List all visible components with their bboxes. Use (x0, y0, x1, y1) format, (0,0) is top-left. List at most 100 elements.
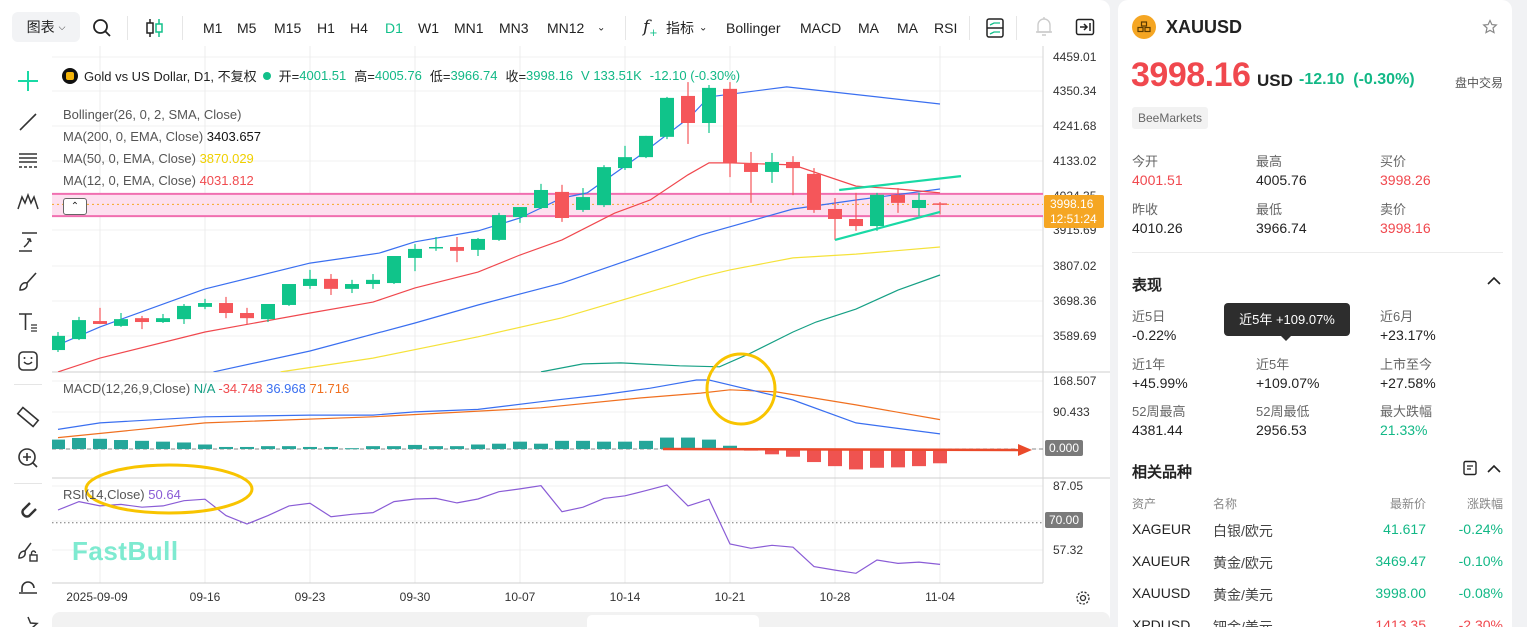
candle-body (492, 215, 506, 240)
related-row-xageur[interactable]: XAGEUR 白银/欧元 41.617 -0.24% (1132, 521, 1503, 541)
related-collapse-chevron-icon[interactable] (1486, 462, 1502, 480)
ruler-icon[interactable] (14, 403, 42, 431)
timeframe-m5[interactable]: M5 (237, 20, 257, 36)
text-tool-icon[interactable] (14, 308, 42, 336)
performance-value: +109.07% (1256, 375, 1320, 391)
price-chart[interactable] (0, 0, 1110, 627)
related-row-xauusd[interactable]: XAUUSD 黄金/美元 3998.00 -0.08% (1132, 585, 1503, 605)
macd-histogram-bar (177, 442, 191, 449)
collapse-legend-button[interactable]: ⌃ (63, 198, 87, 215)
candle-body (387, 256, 401, 284)
fibonacci-icon[interactable] (14, 228, 42, 256)
symbol-logo (1132, 15, 1156, 39)
timeframe-more-chevron-icon[interactable]: ⌄ (597, 22, 606, 34)
performance-collapse-chevron-icon[interactable] (1486, 274, 1502, 292)
time-tick-label: 09-23 (294, 590, 326, 604)
quote-cell: 买价 3998.26 (1380, 151, 1500, 188)
chart-menu-button[interactable]: 图表 ⌵ (12, 12, 80, 42)
chart-settings-gear-icon[interactable] (1075, 590, 1091, 611)
performance-value: +23.17% (1380, 327, 1436, 343)
layout-template-icon[interactable] (985, 17, 1005, 44)
timeframe-d1[interactable]: D1 (385, 20, 403, 36)
indicator-function-icon[interactable]: f+ (643, 16, 658, 40)
search-icon[interactable] (92, 18, 112, 38)
timeframe-h4[interactable]: H4 (350, 20, 368, 36)
pattern-icon[interactable] (14, 187, 42, 215)
open-value: 4001.51 (299, 68, 347, 83)
lock-drawings-icon[interactable] (14, 538, 42, 566)
trend-line-icon[interactable] (14, 108, 42, 136)
collapse-panel-icon[interactable] (1075, 17, 1095, 42)
related-row-xaueur[interactable]: XAUEUR 黄金/欧元 3469.47 -0.10% (1132, 553, 1503, 573)
bottom-tab-active[interactable] (587, 615, 759, 627)
timeframe-w1[interactable]: W1 (418, 20, 439, 36)
quote-cell: 卖价 3998.16 (1380, 199, 1500, 236)
indicator-shortcut-bollinger-0[interactable]: Bollinger (726, 20, 781, 36)
candle (52, 332, 65, 352)
favorite-star-icon[interactable] (1482, 19, 1498, 40)
divider (14, 384, 42, 385)
ma200-legend[interactable]: MA(200, 0, EMA, Close) 3403.657 (63, 129, 261, 144)
candle-body (156, 318, 170, 323)
timeframe-mn1[interactable]: MN1 (454, 20, 484, 36)
macd-histogram-bar (240, 446, 254, 449)
candle-body (702, 87, 716, 123)
macd-histogram-bar (114, 440, 128, 449)
macd-histogram-bar (72, 437, 86, 449)
candle-body (198, 303, 212, 307)
candle-body (240, 313, 254, 319)
alert-bell-icon[interactable] (1034, 16, 1054, 43)
candle-body (324, 278, 338, 289)
timeframe-m15[interactable]: M15 (274, 20, 302, 36)
candle-body (849, 218, 863, 227)
macd-histogram-bar (471, 444, 485, 449)
indicator-shortcut-rsi-4[interactable]: RSI (934, 20, 958, 36)
divider (625, 16, 626, 40)
timeframe-h1[interactable]: H1 (317, 20, 335, 36)
favorite-tools-star-icon[interactable] (14, 612, 42, 627)
macd-legend[interactable]: MACD(12,26,9,Close) N/A -34.748 36.968 7… (63, 381, 349, 396)
related-asset: XAGEUR (1132, 521, 1192, 537)
crosshair-icon[interactable] (14, 67, 42, 95)
performance-value: +45.99% (1132, 375, 1188, 391)
low-value: 3966.74 (450, 68, 498, 83)
indicator-shortcut-ma-2[interactable]: MA (858, 20, 879, 36)
emoji-sticker-icon[interactable] (14, 347, 42, 375)
indicators-chevron-icon: ⌄ (699, 22, 708, 34)
horizontal-lines-icon[interactable] (14, 147, 42, 175)
ma50-legend[interactable]: MA(50, 0, EMA, Close) 3870.029 (63, 151, 254, 166)
timeframe-mn12[interactable]: MN12 (547, 20, 585, 36)
rsi-legend[interactable]: RSI(14,Close) 50.64 (63, 487, 181, 502)
quote-cell: 昨收 4010.26 (1132, 199, 1252, 236)
quote-label: 今开 (1132, 154, 1159, 169)
macd-histogram-bar (849, 449, 863, 470)
magnet-icon[interactable] (14, 497, 42, 525)
time-tick-label: 11-04 (925, 590, 955, 604)
unlock-icon[interactable] (14, 578, 42, 606)
header-price: 最新价 (1389, 497, 1426, 511)
brush-icon[interactable] (14, 268, 42, 296)
timeframe-m1[interactable]: M1 (203, 20, 223, 36)
indicator-shortcut-macd-1[interactable]: MACD (800, 20, 842, 36)
related-row-xpdusd[interactable]: XPDUSD 钯金/美元 1413.35 -2.30% (1132, 617, 1503, 627)
candle (618, 145, 632, 171)
macd-histogram-bar (408, 444, 422, 449)
indicators-button[interactable]: 指标 (666, 20, 694, 36)
related-name: 黄金/美元 (1213, 587, 1273, 603)
zoom-in-icon[interactable] (14, 444, 42, 472)
indicator-shortcut-ma-3[interactable]: MA (897, 20, 918, 36)
candle (807, 168, 821, 213)
timeframe-mn3[interactable]: MN3 (499, 20, 529, 36)
rsi-level-tag: 70.00 (1045, 512, 1084, 528)
performance-label: 52周最低 (1256, 404, 1310, 419)
time-tick-label: 2025-09-09 (66, 590, 128, 604)
performance-cell: 最大跌幅 21.33% (1380, 401, 1500, 438)
divider (14, 483, 42, 484)
related-list-icon[interactable] (1462, 460, 1478, 481)
bollinger-legend[interactable]: Bollinger(26, 0, 2, SMA, Close) (63, 107, 242, 122)
candle-body (534, 189, 548, 209)
candle-body (345, 284, 359, 289)
quote-value: 3966.74 (1256, 220, 1307, 236)
candlestick-type-icon[interactable] (145, 17, 165, 39)
ma12-legend[interactable]: MA(12, 0, EMA, Close) 4031.812 (63, 173, 254, 188)
